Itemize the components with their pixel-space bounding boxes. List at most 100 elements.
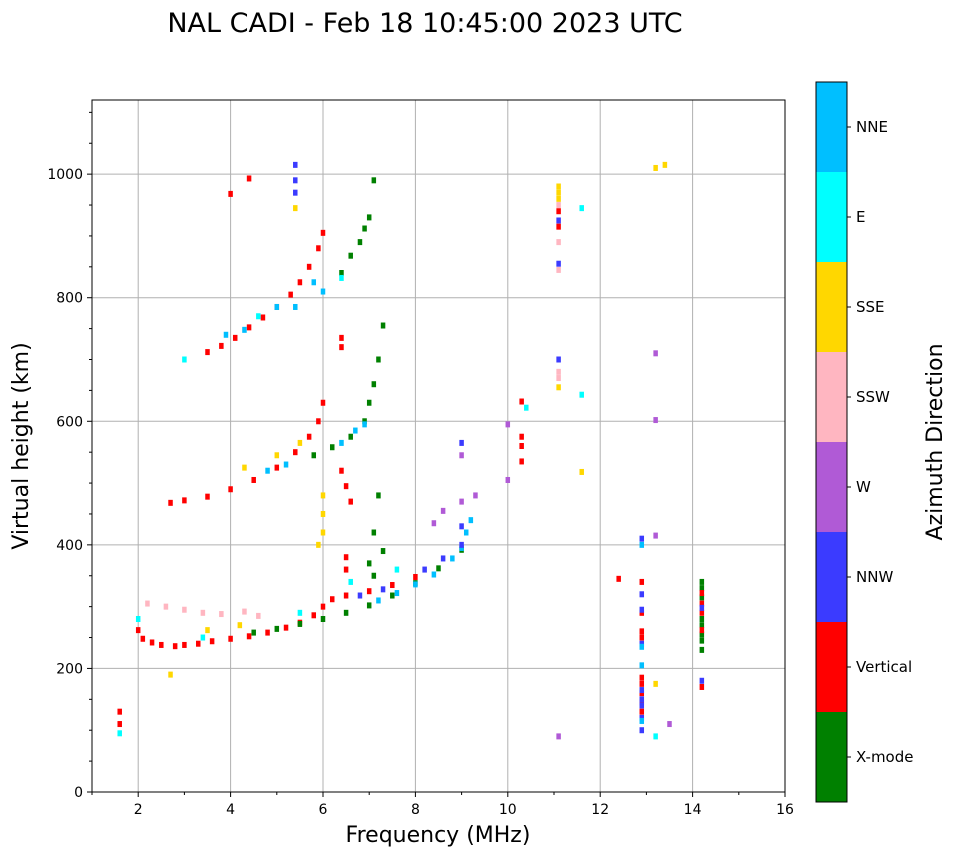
data-point [320, 603, 326, 610]
data-point [200, 634, 206, 641]
data-point [556, 217, 561, 224]
data-point [653, 417, 658, 424]
data-point [556, 260, 561, 267]
data-point [653, 350, 658, 357]
data-point [699, 631, 705, 638]
data-point [371, 572, 377, 579]
data-point [394, 590, 400, 597]
data-point [556, 239, 561, 246]
y-tick-label: 200 [56, 661, 83, 677]
data-point [339, 274, 344, 281]
data-point [274, 464, 280, 471]
data-point [639, 640, 645, 647]
data-point [339, 467, 344, 474]
data-point [579, 468, 584, 475]
data-point [205, 627, 210, 634]
data-point [699, 604, 705, 611]
colorbar-label: NNE [856, 118, 888, 136]
data-point [413, 573, 418, 580]
data-point [639, 717, 645, 724]
data-point [320, 399, 326, 406]
data-point [145, 600, 150, 607]
data-point [699, 646, 705, 653]
data-point [519, 433, 524, 440]
data-point [366, 214, 372, 221]
data-point [639, 699, 645, 706]
data-point [662, 161, 668, 168]
data-point [246, 324, 252, 331]
data-point [209, 638, 215, 645]
colorbar-segment [816, 262, 847, 352]
data-point [329, 596, 335, 603]
x-tick-label: 2 [134, 802, 143, 818]
y-tick-label: 1000 [47, 167, 83, 183]
data-point [242, 326, 247, 333]
colorbar-label: SSW [856, 388, 890, 406]
data-point [343, 592, 349, 599]
data-point [519, 398, 524, 405]
data-point [117, 721, 122, 728]
y-axis-label: Virtual height (km) [9, 342, 34, 549]
data-point [283, 461, 289, 468]
data-point [639, 690, 645, 697]
data-point [182, 606, 187, 613]
colorbar-label: Vertical [856, 658, 912, 676]
data-point [339, 334, 344, 341]
data-point [699, 627, 705, 634]
data-point [505, 476, 511, 483]
data-point [556, 384, 561, 391]
data-point [320, 529, 326, 536]
data-point [256, 612, 261, 619]
data-points [117, 161, 705, 740]
data-point [135, 616, 141, 622]
colorbar-frame [815, 81, 848, 803]
y-tick-label: 600 [56, 414, 83, 430]
data-point [413, 581, 418, 588]
data-point [380, 322, 386, 329]
data-point [653, 733, 658, 740]
data-point [219, 611, 224, 618]
data-point [159, 641, 164, 648]
data-point [168, 499, 173, 506]
data-point [639, 674, 645, 681]
data-point [348, 498, 353, 505]
data-point [639, 727, 645, 734]
data-point [616, 575, 621, 582]
data-point [639, 609, 645, 616]
data-point [242, 464, 247, 471]
data-point [639, 687, 645, 694]
data-point [699, 616, 705, 622]
data-point [256, 313, 261, 320]
data-point [246, 175, 252, 182]
data-point [293, 205, 298, 212]
data-point [390, 592, 395, 599]
data-point [556, 733, 561, 740]
data-point [237, 622, 243, 629]
x-tick-label: 6 [319, 802, 328, 818]
colorbar-label: W [856, 478, 871, 496]
data-point [639, 662, 645, 669]
data-point [394, 566, 400, 573]
data-point [343, 609, 349, 616]
data-point [519, 458, 524, 465]
data-point [343, 554, 349, 561]
data-point [699, 622, 705, 629]
data-point [316, 418, 321, 425]
chart-title: NAL CADI - Feb 18 10:45:00 2023 UTC [167, 8, 682, 39]
data-point [283, 624, 289, 631]
colorbar-segment [816, 712, 847, 802]
data-point [117, 730, 122, 737]
data-point [431, 571, 437, 578]
data-point [228, 635, 233, 642]
data-point [311, 612, 317, 619]
data-point [390, 582, 395, 589]
colorbar-label: SSE [856, 298, 885, 316]
data-point [242, 608, 247, 615]
data-point [362, 418, 367, 425]
data-point [505, 421, 511, 428]
data-point [172, 643, 178, 650]
data-point [667, 721, 672, 728]
x-axis-label: Frequency (MHz) [346, 823, 531, 848]
data-point [371, 177, 377, 184]
data-point [639, 606, 645, 613]
